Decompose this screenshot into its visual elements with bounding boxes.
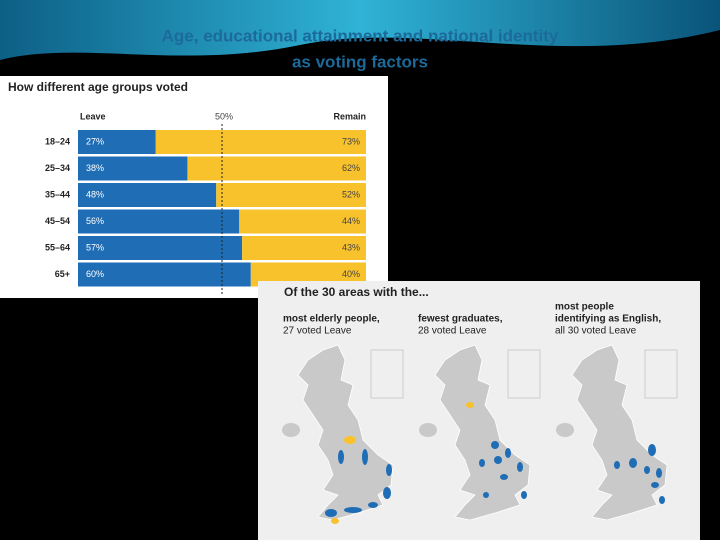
category-label: 45–54: [45, 216, 70, 226]
category-label: 65+: [55, 269, 70, 279]
bar-segment: [78, 156, 188, 181]
bar-segment: [78, 209, 240, 234]
bar-segment: [239, 209, 366, 234]
map: [282, 344, 404, 524]
value-label: 52%: [342, 189, 360, 199]
bar-segment: [242, 236, 366, 260]
chart-title: How different age groups voted: [8, 80, 188, 94]
slide-title: Age, educational attainment and national…: [162, 26, 559, 45]
map-label: all 30 voted Leave: [555, 326, 637, 337]
bar-segment: [187, 156, 366, 181]
legend-label: Remain: [333, 111, 366, 121]
map: [556, 344, 678, 521]
value-label: 73%: [342, 136, 360, 146]
category-label: 25–34: [45, 163, 70, 173]
value-label: 44%: [342, 216, 360, 226]
value-label: 60%: [86, 269, 104, 279]
bar-segment: [78, 183, 217, 207]
bar-segment: [78, 130, 156, 154]
bar-segment: [155, 130, 366, 154]
map-label: identifying as English,: [555, 314, 661, 325]
bar-segment: [78, 262, 251, 287]
bar-segment: [216, 183, 366, 207]
header-wave: [0, 0, 720, 60]
value-label: 38%: [86, 163, 104, 173]
slide-title: as voting factors: [292, 52, 428, 71]
legend-label: Leave: [80, 111, 106, 121]
value-label: 48%: [86, 189, 104, 199]
value-label: 57%: [86, 242, 104, 252]
reference-label: 50%: [215, 111, 233, 121]
value-label: 62%: [342, 163, 360, 173]
maps-title: Of the 30 areas with the...: [284, 285, 429, 299]
value-label: 27%: [86, 136, 104, 146]
value-label: 40%: [342, 269, 360, 279]
map-label: most people: [555, 302, 614, 313]
map-label: 27 voted Leave: [283, 326, 352, 337]
map-label: fewest graduates,: [418, 314, 503, 325]
map: [419, 344, 541, 521]
map-label: 28 voted Leave: [418, 326, 487, 337]
value-label: 56%: [86, 216, 104, 226]
map-label: most elderly people,: [283, 314, 380, 325]
category-label: 18–24: [45, 136, 70, 146]
map-labels: most elderly people,27 voted Leave fewest…: [283, 302, 661, 337]
bar-chart: Leave Remain 18–24 27% 73% 25–34 38% 62% 35–44 48…: [45, 111, 366, 296]
category-label: 35–44: [45, 189, 70, 199]
bar-segment: [78, 236, 243, 260]
category-label: 55–64: [45, 242, 70, 252]
value-label: 43%: [342, 242, 360, 252]
